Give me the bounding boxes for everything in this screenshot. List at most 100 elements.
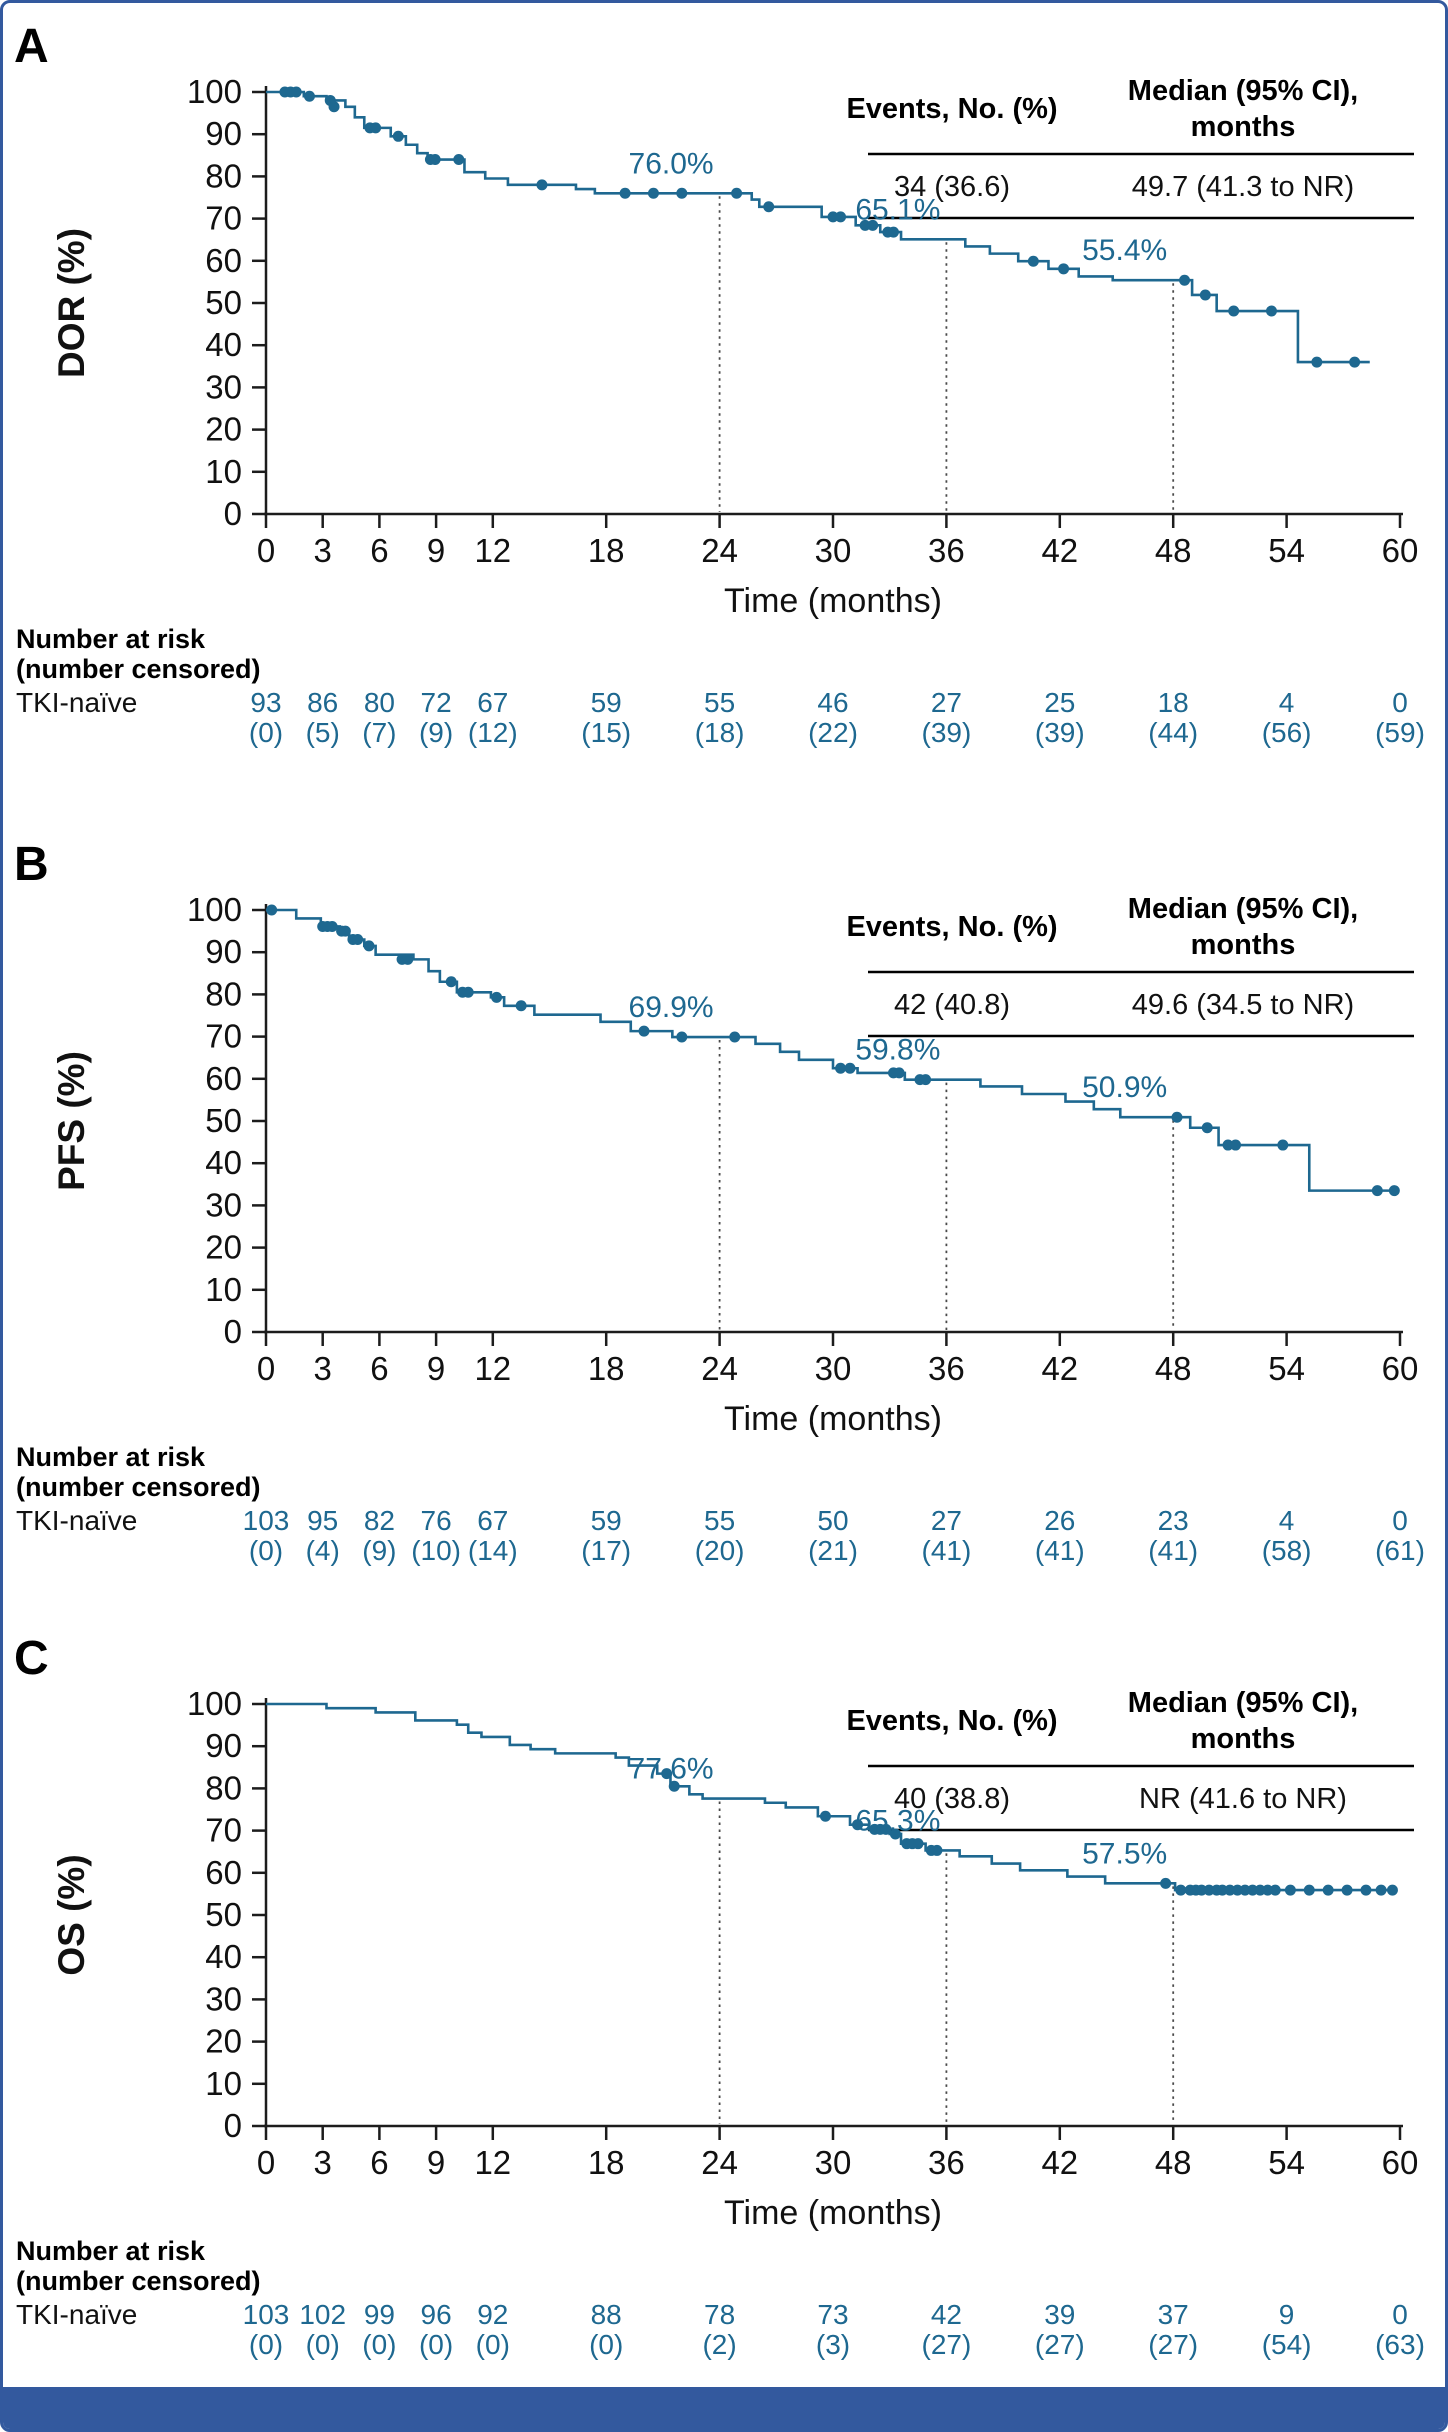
risk-censored-count: (10) <box>411 1535 461 1566</box>
censor-tick <box>661 1768 673 1780</box>
x-tick-label: 36 <box>928 2144 965 2181</box>
risk-censored-count: (20) <box>695 1535 745 1566</box>
risk-count: 46 <box>817 687 848 718</box>
censor-tick <box>491 991 503 1003</box>
y-tick-label: 70 <box>205 200 242 237</box>
x-tick-label: 54 <box>1268 1350 1305 1387</box>
risk-censored-count: (39) <box>922 717 972 748</box>
y-tick-label: 60 <box>205 1854 242 1891</box>
risk-count: 86 <box>307 687 338 718</box>
table-col2-header-line1: Median (95% CI), <box>1128 893 1358 925</box>
risk-count: 55 <box>704 1505 735 1536</box>
x-tick-label: 60 <box>1382 1350 1419 1387</box>
panel-c: C OS (%) Time (months) Events, No. (%) M… <box>14 1632 1425 2360</box>
x-tick-label: 0 <box>257 2144 275 2181</box>
censor-tick <box>1360 1884 1372 1896</box>
x-axis-title: Time (months) <box>724 1400 942 1438</box>
censor-tick <box>668 1780 680 1792</box>
x-tick-label: 12 <box>474 1350 511 1387</box>
censor-tick <box>402 953 414 965</box>
risk-censored-count: (2) <box>702 2329 736 2360</box>
y-tick-label: 50 <box>205 1896 242 1933</box>
x-tick-label: 6 <box>370 1350 388 1387</box>
y-tick-label: 100 <box>187 1685 242 1722</box>
censor-tick <box>887 226 899 238</box>
panel-a: A DOR (%) Time (months) Events, No. (%) … <box>14 20 1425 748</box>
censor-tick <box>1303 1884 1315 1896</box>
x-tick-label: 30 <box>815 2144 852 2181</box>
censor-tick <box>1371 1185 1383 1197</box>
censor-tick <box>303 90 315 102</box>
risk-censored-count: (63) <box>1375 2329 1425 2360</box>
panel-label: B <box>14 838 49 891</box>
risk-count: 59 <box>591 1505 622 1536</box>
y-axis-title: PFS (%) <box>51 1051 92 1191</box>
x-tick-label: 18 <box>588 1350 625 1387</box>
y-tick-label: 20 <box>205 1229 242 1266</box>
risk-censored-count: (9) <box>419 717 453 748</box>
censor-tick <box>1311 356 1323 368</box>
censor-tick <box>912 1838 924 1850</box>
censor-tick <box>835 1062 847 1074</box>
x-tick-label: 12 <box>474 2144 511 2181</box>
table-col2-header-line1: Median (95% CI), <box>1128 75 1358 107</box>
censor-tick <box>647 187 659 199</box>
y-tick-label: 50 <box>205 284 242 321</box>
risk-censored-count: (0) <box>249 2329 283 2360</box>
risk-censored-count: (21) <box>808 1535 858 1566</box>
risk-count: 72 <box>421 687 452 718</box>
risk-count: 88 <box>591 2299 622 2330</box>
risk-censored-count: (7) <box>362 717 396 748</box>
x-tick-label: 48 <box>1155 532 1192 569</box>
y-tick-label: 90 <box>205 115 242 152</box>
table-col1-header: Events, No. (%) <box>846 911 1057 943</box>
risk-header-line2: (number censored) <box>16 2266 261 2296</box>
x-tick-label: 60 <box>1382 2144 1419 2181</box>
table-col2-header-line1: Median (95% CI), <box>1128 1687 1358 1719</box>
risk-count: 39 <box>1044 2299 1075 2330</box>
censor-ticks <box>279 86 1361 368</box>
risk-count: 96 <box>421 2299 452 2330</box>
risk-header-line1: Number at risk <box>16 1442 206 1472</box>
risk-header-line2: (number censored) <box>16 654 261 684</box>
risk-count: 0 <box>1392 2299 1408 2330</box>
risk-censored-count: (27) <box>1035 2329 1085 2360</box>
x-tick-label: 30 <box>815 532 852 569</box>
censor-tick <box>676 1031 688 1043</box>
censor-tick <box>729 1031 741 1043</box>
table-col1-header: Events, No. (%) <box>846 1705 1057 1737</box>
risk-censored-count: (14) <box>468 1535 518 1566</box>
risk-count: 25 <box>1044 687 1075 718</box>
y-tick-label: 40 <box>205 1144 242 1181</box>
survival-annotation: 65.1% <box>855 193 940 226</box>
risk-count: 50 <box>817 1505 848 1536</box>
censor-tick <box>339 925 351 937</box>
panel-label: A <box>14 20 49 73</box>
x-tick-label: 42 <box>1041 532 1078 569</box>
censor-tick <box>1239 1884 1251 1896</box>
x-tick-label: 48 <box>1155 1350 1192 1387</box>
y-tick-label: 80 <box>205 1769 242 1806</box>
risk-censored-count: (39) <box>1035 717 1085 748</box>
y-tick-label: 10 <box>205 2065 242 2102</box>
censor-tick <box>462 986 474 998</box>
risk-count: 67 <box>477 1505 508 1536</box>
censor-tick <box>1203 1884 1215 1896</box>
risk-censored-count: (5) <box>306 717 340 748</box>
censor-tick <box>1388 1185 1400 1197</box>
censor-tick <box>370 122 382 134</box>
panel-label: C <box>14 1632 49 1685</box>
risk-count: 27 <box>931 1505 962 1536</box>
y-tick-label: 50 <box>205 1102 242 1139</box>
x-tick-label: 0 <box>257 532 275 569</box>
x-tick-label: 12 <box>474 532 511 569</box>
censor-tick <box>1265 305 1277 317</box>
censor-tick <box>1341 1884 1353 1896</box>
x-tick-label: 24 <box>701 1350 738 1387</box>
risk-censored-count: (12) <box>468 717 518 748</box>
risk-censored-count: (56) <box>1262 717 1312 748</box>
censor-tick <box>676 187 688 199</box>
censor-ticks <box>661 1768 1398 1896</box>
